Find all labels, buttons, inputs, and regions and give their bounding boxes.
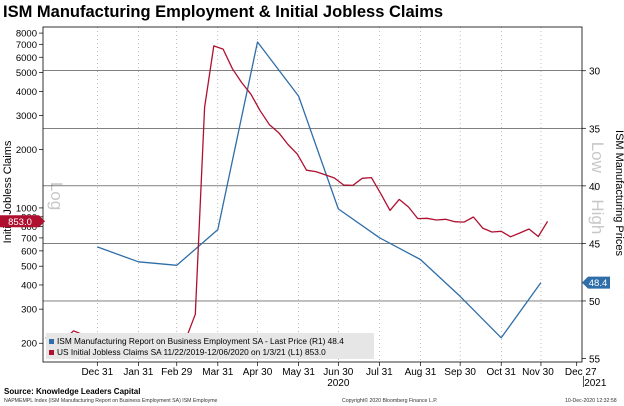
left-axis-tick-label: 2000 [16, 145, 37, 156]
plot-frame [42, 26, 583, 363]
legend-swatch-ism [49, 339, 54, 344]
x-axis-tick-label: Jan 31 [123, 367, 153, 378]
left-last-value-badge [0, 215, 45, 228]
footer-timestamp: 10-Dec-2020 12:32:58 [565, 398, 617, 404]
x-axis-tick-label: Aug 31 [405, 367, 437, 378]
x-axis-tick-label: Oct 31 [486, 367, 516, 378]
x-axis-tick-label: Jul 31 [366, 367, 393, 378]
x-axis-tick-label: Apr 30 [243, 367, 273, 378]
left-axis-tick-label: 400 [21, 280, 37, 291]
x-axis-tick-label: Sep 30 [444, 367, 476, 378]
left-axis-tick-label: 6000 [16, 53, 37, 64]
right-axis-tick-label: 45 [589, 239, 601, 250]
x-axis-tick-label: Nov 30 [522, 367, 554, 378]
right-axis-title: ISM Manufacturing Prices [613, 130, 624, 256]
right-axis-tick-label: 50 [589, 297, 601, 308]
left-axis-tick-label: 3000 [16, 111, 37, 122]
left-axis-title: Initial Jobless Claims [2, 140, 14, 243]
chart-title: ISM Manufacturing Employment & Initial J… [3, 3, 444, 21]
left-axis-tick-label: 4000 [16, 87, 37, 98]
left-axis-tick-label: 200 [21, 339, 37, 350]
legend-box [46, 333, 374, 359]
right-last-value-label: 48.4 [589, 278, 608, 289]
legend-label-ism: ISM Manufacturing Report on Business Emp… [57, 336, 344, 346]
x-axis-tick-label: Dec 31 [81, 367, 113, 378]
left-scale-watermark: Log [47, 182, 66, 210]
right-last-value-badge [582, 276, 610, 289]
ism-employment-line [97, 41, 542, 339]
right-axis-tick-label: 35 [589, 124, 601, 135]
right-axis-tick-label: 55 [589, 355, 601, 366]
right-scale-watermark: Low → High [588, 142, 607, 235]
footer-copyright: Copyright© 2020 Bloomberg Finance L.P. [342, 398, 438, 404]
left-axis-tick-label: 700 [21, 233, 37, 244]
left-axis-tick-label: 800 [21, 222, 37, 233]
x-year-label: 2021 [584, 378, 607, 389]
right-axis-tick-label: 40 [589, 182, 601, 193]
right-axis-tick-label: 30 [589, 67, 601, 78]
x-axis-tick-label: Mar 31 [202, 367, 234, 378]
x-axis-tick-label: May 31 [282, 367, 315, 378]
left-axis-tick-label: 300 [21, 305, 37, 316]
legend-swatch-claims [49, 350, 54, 355]
source-note: Source: Knowledge Leaders Capital [4, 387, 141, 396]
legend-label-claims: US Initial Jobless Claims SA 11/22/2019-… [57, 347, 326, 357]
footer-series-note: NAPMEMPL Index (ISM Manufacturing Report… [4, 398, 218, 404]
x-year-label: 2020 [327, 378, 350, 389]
left-axis-tick-label: 1000 [16, 203, 37, 214]
left-axis-tick-label: 500 [21, 262, 37, 273]
left-axis-tick-label: 7000 [16, 40, 37, 51]
x-axis-tick-label: Jun 30 [323, 367, 353, 378]
left-axis-tick-label: 5000 [16, 68, 37, 79]
left-axis-tick-label: 8000 [16, 29, 37, 40]
x-axis-tick-label: Dec 27 [565, 367, 597, 378]
x-axis-tick-label: Feb 29 [161, 367, 193, 378]
left-axis-tick-label: 600 [21, 246, 37, 257]
left-last-value-label: 853.0 [8, 217, 32, 228]
